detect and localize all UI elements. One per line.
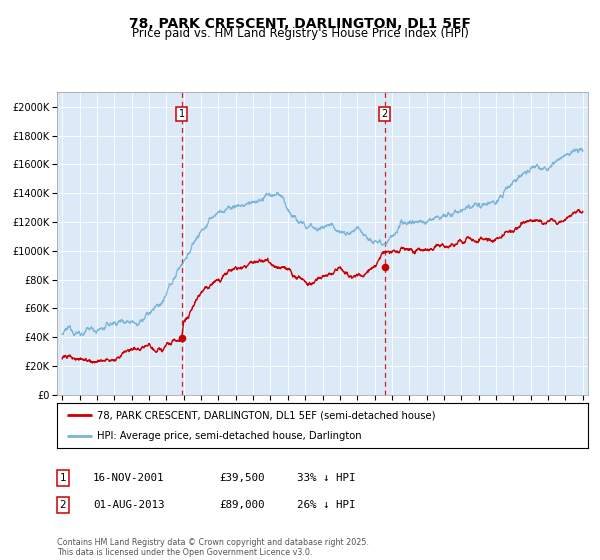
Text: 78, PARK CRESCENT, DARLINGTON, DL1 5EF: 78, PARK CRESCENT, DARLINGTON, DL1 5EF bbox=[129, 17, 471, 31]
Text: 2: 2 bbox=[59, 500, 67, 510]
Text: 01-AUG-2013: 01-AUG-2013 bbox=[93, 500, 164, 510]
Text: Price paid vs. HM Land Registry's House Price Index (HPI): Price paid vs. HM Land Registry's House … bbox=[131, 27, 469, 40]
Text: 78, PARK CRESCENT, DARLINGTON, DL1 5EF (semi-detached house): 78, PARK CRESCENT, DARLINGTON, DL1 5EF (… bbox=[97, 410, 436, 421]
Text: 2: 2 bbox=[382, 109, 388, 119]
Text: 16-NOV-2001: 16-NOV-2001 bbox=[93, 473, 164, 483]
Text: Contains HM Land Registry data © Crown copyright and database right 2025.
This d: Contains HM Land Registry data © Crown c… bbox=[57, 538, 369, 557]
Text: HPI: Average price, semi-detached house, Darlington: HPI: Average price, semi-detached house,… bbox=[97, 431, 361, 441]
Text: 1: 1 bbox=[59, 473, 67, 483]
Text: 26% ↓ HPI: 26% ↓ HPI bbox=[297, 500, 355, 510]
Text: £89,000: £89,000 bbox=[219, 500, 265, 510]
Text: £39,500: £39,500 bbox=[219, 473, 265, 483]
Text: 1: 1 bbox=[179, 109, 185, 119]
Text: 33% ↓ HPI: 33% ↓ HPI bbox=[297, 473, 355, 483]
